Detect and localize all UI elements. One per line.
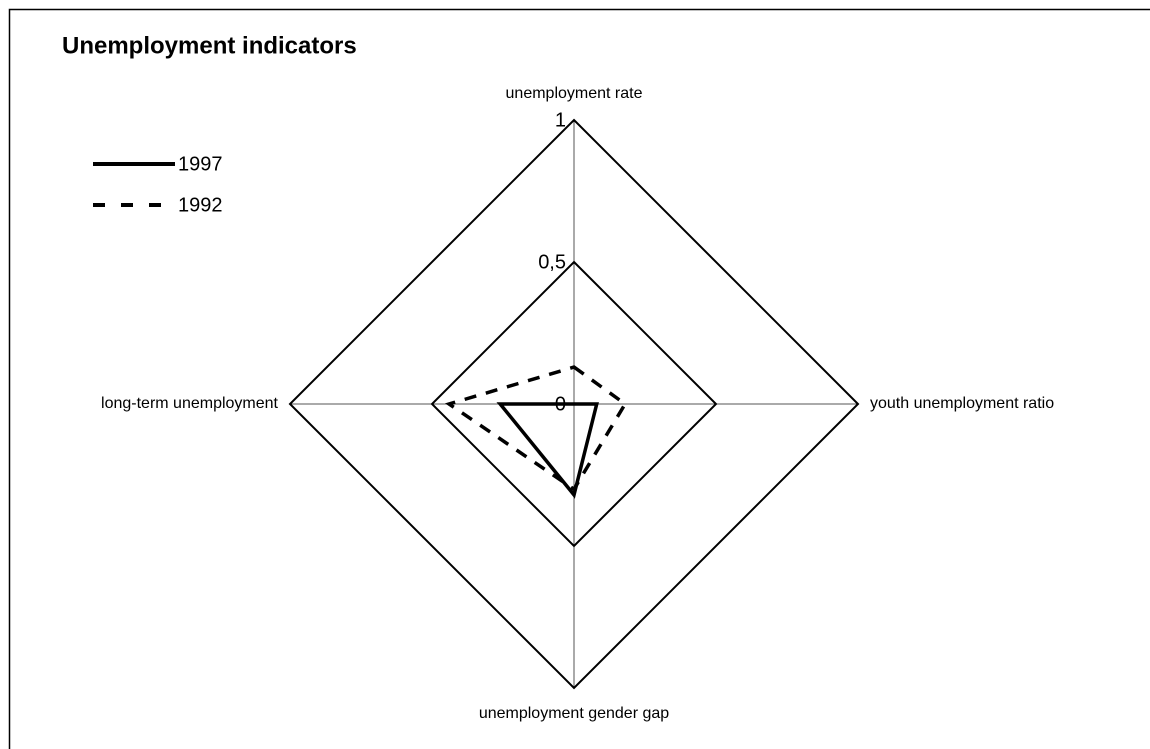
- axis-label: unemployment rate: [506, 85, 643, 102]
- axis-label: youth unemployment ratio: [870, 395, 1054, 412]
- tick-label: 0,5: [538, 251, 566, 273]
- legend-label: 1997: [178, 153, 223, 175]
- grid-ring: [430, 260, 718, 548]
- axis-label: long-term unemployment: [101, 395, 279, 412]
- axis-label: unemployment gender gap: [479, 705, 669, 722]
- chart-title: Unemployment indicators: [62, 32, 357, 59]
- frame: [8, 8, 1150, 749]
- grid-ring: [288, 118, 860, 690]
- legend-label: 1992: [178, 194, 223, 216]
- tick-label: 1: [555, 109, 566, 131]
- series-line: [496, 402, 599, 499]
- series-line: [445, 365, 628, 492]
